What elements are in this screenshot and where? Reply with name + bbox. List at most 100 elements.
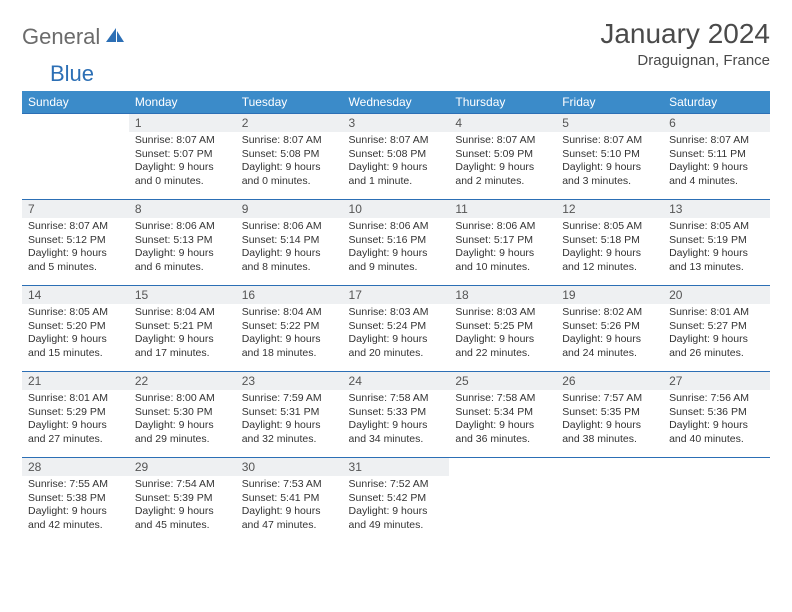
calendar-day-cell: [449, 457, 556, 543]
day-details: Sunrise: 8:06 AMSunset: 5:14 PMDaylight:…: [236, 218, 343, 279]
day-details: Sunrise: 8:07 AMSunset: 5:11 PMDaylight:…: [663, 132, 770, 193]
day-details: Sunrise: 8:06 AMSunset: 5:16 PMDaylight:…: [343, 218, 450, 279]
calendar-day-cell: 12Sunrise: 8:05 AMSunset: 5:18 PMDayligh…: [556, 199, 663, 285]
day-details: Sunrise: 8:00 AMSunset: 5:30 PMDaylight:…: [129, 390, 236, 451]
day-details: Sunrise: 8:05 AMSunset: 5:18 PMDaylight:…: [556, 218, 663, 279]
weekday-header: Sunday: [22, 91, 129, 113]
calendar-day-cell: [22, 113, 129, 199]
day-number: 1: [129, 113, 236, 132]
calendar-day-cell: 17Sunrise: 8:03 AMSunset: 5:24 PMDayligh…: [343, 285, 450, 371]
weekday-header: Tuesday: [236, 91, 343, 113]
calendar-week-row: 1Sunrise: 8:07 AMSunset: 5:07 PMDaylight…: [22, 113, 770, 199]
calendar-week-row: 28Sunrise: 7:55 AMSunset: 5:38 PMDayligh…: [22, 457, 770, 543]
day-number: 4: [449, 113, 556, 132]
day-details: Sunrise: 7:52 AMSunset: 5:42 PMDaylight:…: [343, 476, 450, 537]
day-details: Sunrise: 7:57 AMSunset: 5:35 PMDaylight:…: [556, 390, 663, 451]
day-number: 11: [449, 199, 556, 218]
day-number: 10: [343, 199, 450, 218]
calendar-day-cell: 30Sunrise: 7:53 AMSunset: 5:41 PMDayligh…: [236, 457, 343, 543]
calendar-week-row: 14Sunrise: 8:05 AMSunset: 5:20 PMDayligh…: [22, 285, 770, 371]
day-number: 27: [663, 371, 770, 390]
day-details: Sunrise: 7:56 AMSunset: 5:36 PMDaylight:…: [663, 390, 770, 451]
day-details: Sunrise: 8:04 AMSunset: 5:22 PMDaylight:…: [236, 304, 343, 365]
day-number: 24: [343, 371, 450, 390]
day-details: Sunrise: 8:05 AMSunset: 5:19 PMDaylight:…: [663, 218, 770, 279]
day-details: Sunrise: 8:01 AMSunset: 5:27 PMDaylight:…: [663, 304, 770, 365]
header: General January 2024 Draguignan, France: [22, 18, 770, 69]
calendar-day-cell: 3Sunrise: 8:07 AMSunset: 5:08 PMDaylight…: [343, 113, 450, 199]
day-details: Sunrise: 7:58 AMSunset: 5:34 PMDaylight:…: [449, 390, 556, 451]
day-details: Sunrise: 8:07 AMSunset: 5:12 PMDaylight:…: [22, 218, 129, 279]
day-number: 23: [236, 371, 343, 390]
calendar-day-cell: 22Sunrise: 8:00 AMSunset: 5:30 PMDayligh…: [129, 371, 236, 457]
day-details: Sunrise: 8:07 AMSunset: 5:09 PMDaylight:…: [449, 132, 556, 193]
day-number: 17: [343, 285, 450, 304]
calendar-day-cell: 28Sunrise: 7:55 AMSunset: 5:38 PMDayligh…: [22, 457, 129, 543]
calendar-day-cell: 15Sunrise: 8:04 AMSunset: 5:21 PMDayligh…: [129, 285, 236, 371]
day-number: 8: [129, 199, 236, 218]
weekday-header: Monday: [129, 91, 236, 113]
day-details: Sunrise: 8:06 AMSunset: 5:17 PMDaylight:…: [449, 218, 556, 279]
day-details: Sunrise: 7:59 AMSunset: 5:31 PMDaylight:…: [236, 390, 343, 451]
title-block: January 2024 Draguignan, France: [600, 18, 770, 69]
day-number: 7: [22, 199, 129, 218]
day-details: Sunrise: 8:07 AMSunset: 5:08 PMDaylight:…: [343, 132, 450, 193]
calendar-day-cell: 23Sunrise: 7:59 AMSunset: 5:31 PMDayligh…: [236, 371, 343, 457]
calendar-day-cell: 11Sunrise: 8:06 AMSunset: 5:17 PMDayligh…: [449, 199, 556, 285]
day-details: Sunrise: 8:07 AMSunset: 5:10 PMDaylight:…: [556, 132, 663, 193]
calendar-day-cell: 20Sunrise: 8:01 AMSunset: 5:27 PMDayligh…: [663, 285, 770, 371]
calendar-day-cell: 16Sunrise: 8:04 AMSunset: 5:22 PMDayligh…: [236, 285, 343, 371]
calendar-day-cell: 8Sunrise: 8:06 AMSunset: 5:13 PMDaylight…: [129, 199, 236, 285]
day-details: Sunrise: 8:05 AMSunset: 5:20 PMDaylight:…: [22, 304, 129, 365]
day-number: 28: [22, 457, 129, 476]
calendar-day-cell: 21Sunrise: 8:01 AMSunset: 5:29 PMDayligh…: [22, 371, 129, 457]
day-details: Sunrise: 7:58 AMSunset: 5:33 PMDaylight:…: [343, 390, 450, 451]
calendar-day-cell: 27Sunrise: 7:56 AMSunset: 5:36 PMDayligh…: [663, 371, 770, 457]
logo-sail-icon: [104, 26, 126, 49]
logo: General: [22, 24, 128, 50]
weekday-header: Thursday: [449, 91, 556, 113]
day-number: 3: [343, 113, 450, 132]
calendar-day-cell: 9Sunrise: 8:06 AMSunset: 5:14 PMDaylight…: [236, 199, 343, 285]
day-details: Sunrise: 7:54 AMSunset: 5:39 PMDaylight:…: [129, 476, 236, 537]
calendar-day-cell: 4Sunrise: 8:07 AMSunset: 5:09 PMDaylight…: [449, 113, 556, 199]
calendar-day-cell: 14Sunrise: 8:05 AMSunset: 5:20 PMDayligh…: [22, 285, 129, 371]
day-details: Sunrise: 8:03 AMSunset: 5:24 PMDaylight:…: [343, 304, 450, 365]
day-number: 26: [556, 371, 663, 390]
calendar-day-cell: [663, 457, 770, 543]
day-number: 16: [236, 285, 343, 304]
day-details: Sunrise: 8:04 AMSunset: 5:21 PMDaylight:…: [129, 304, 236, 365]
day-details: Sunrise: 8:03 AMSunset: 5:25 PMDaylight:…: [449, 304, 556, 365]
day-number: 20: [663, 285, 770, 304]
calendar-table: SundayMondayTuesdayWednesdayThursdayFrid…: [22, 91, 770, 543]
calendar-day-cell: 5Sunrise: 8:07 AMSunset: 5:10 PMDaylight…: [556, 113, 663, 199]
day-number: 13: [663, 199, 770, 218]
day-number: 14: [22, 285, 129, 304]
day-number: 21: [22, 371, 129, 390]
weekday-header-row: SundayMondayTuesdayWednesdayThursdayFrid…: [22, 91, 770, 113]
calendar-day-cell: 26Sunrise: 7:57 AMSunset: 5:35 PMDayligh…: [556, 371, 663, 457]
day-number: 18: [449, 285, 556, 304]
calendar-day-cell: 19Sunrise: 8:02 AMSunset: 5:26 PMDayligh…: [556, 285, 663, 371]
weekday-header: Saturday: [663, 91, 770, 113]
day-details: Sunrise: 8:01 AMSunset: 5:29 PMDaylight:…: [22, 390, 129, 451]
calendar-week-row: 21Sunrise: 8:01 AMSunset: 5:29 PMDayligh…: [22, 371, 770, 457]
logo-text-general: General: [22, 24, 100, 50]
day-number: 6: [663, 113, 770, 132]
calendar-day-cell: [556, 457, 663, 543]
day-details: Sunrise: 8:06 AMSunset: 5:13 PMDaylight:…: [129, 218, 236, 279]
day-details: Sunrise: 8:07 AMSunset: 5:08 PMDaylight:…: [236, 132, 343, 193]
day-number: 29: [129, 457, 236, 476]
calendar-day-cell: 24Sunrise: 7:58 AMSunset: 5:33 PMDayligh…: [343, 371, 450, 457]
day-number: 30: [236, 457, 343, 476]
calendar-day-cell: 6Sunrise: 8:07 AMSunset: 5:11 PMDaylight…: [663, 113, 770, 199]
calendar-day-cell: 31Sunrise: 7:52 AMSunset: 5:42 PMDayligh…: [343, 457, 450, 543]
day-number: 9: [236, 199, 343, 218]
day-number: 15: [129, 285, 236, 304]
day-number: 25: [449, 371, 556, 390]
month-title: January 2024: [600, 18, 770, 50]
day-number: 22: [129, 371, 236, 390]
weekday-header: Wednesday: [343, 91, 450, 113]
logo-text-blue: Blue: [50, 61, 94, 86]
day-details: Sunrise: 8:07 AMSunset: 5:07 PMDaylight:…: [129, 132, 236, 193]
